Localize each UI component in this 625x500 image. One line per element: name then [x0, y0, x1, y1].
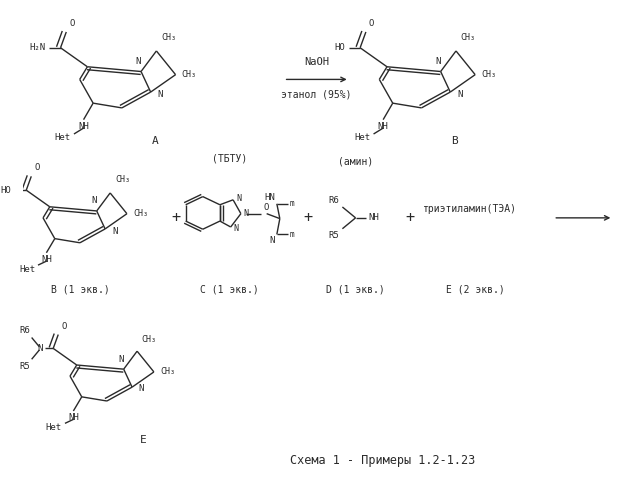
- Text: m: m: [290, 200, 294, 208]
- Text: A: A: [151, 136, 158, 146]
- Text: O: O: [369, 19, 374, 28]
- Text: +: +: [303, 210, 312, 226]
- Text: CH₃: CH₃: [481, 70, 496, 79]
- Text: C (1 экв.): C (1 экв.): [201, 284, 259, 294]
- Text: CH₃: CH₃: [160, 368, 175, 376]
- Text: CH₃: CH₃: [161, 33, 176, 42]
- Text: N: N: [158, 90, 163, 99]
- Text: N: N: [136, 56, 141, 66]
- Text: NH: NH: [41, 255, 52, 264]
- Text: NH: NH: [68, 414, 79, 422]
- Text: O: O: [264, 203, 269, 212]
- Text: B (1 экв.): B (1 экв.): [51, 284, 109, 294]
- Text: R5: R5: [329, 231, 339, 240]
- Text: N: N: [138, 384, 144, 393]
- Text: E: E: [139, 436, 146, 446]
- Text: N: N: [244, 209, 249, 218]
- Text: HO: HO: [1, 186, 11, 194]
- Text: N: N: [435, 56, 441, 66]
- Text: N: N: [458, 90, 463, 99]
- Text: NH: NH: [78, 122, 89, 131]
- Text: B: B: [451, 136, 458, 146]
- Text: m: m: [290, 230, 294, 239]
- Text: O: O: [34, 164, 39, 172]
- Text: N: N: [233, 224, 238, 233]
- Text: N: N: [37, 344, 43, 353]
- Text: E (2 экв.): E (2 экв.): [446, 284, 505, 294]
- Text: CH₃: CH₃: [141, 335, 156, 344]
- Text: O: O: [69, 19, 74, 28]
- Text: +: +: [171, 210, 181, 226]
- Text: D (1 экв.): D (1 экв.): [326, 284, 385, 294]
- Text: CH₃: CH₃: [461, 33, 476, 42]
- Text: CH₃: CH₃: [133, 209, 148, 218]
- Text: N: N: [112, 227, 118, 236]
- Text: O: O: [61, 322, 67, 330]
- Text: CH₃: CH₃: [182, 70, 197, 79]
- Text: Het: Het: [46, 423, 62, 432]
- Text: Het: Het: [354, 134, 371, 142]
- Text: HN: HN: [264, 194, 275, 202]
- Text: N: N: [269, 236, 275, 245]
- Text: (ТБТУ): (ТБТУ): [212, 154, 248, 164]
- Text: CH₃: CH₃: [115, 175, 130, 184]
- Text: NH: NH: [368, 214, 379, 222]
- Text: N: N: [118, 355, 123, 364]
- Text: Het: Het: [55, 134, 71, 142]
- Text: NH: NH: [378, 122, 389, 131]
- Text: этанол (95%): этанол (95%): [281, 90, 352, 100]
- Text: H₂N: H₂N: [29, 44, 46, 52]
- Text: N: N: [91, 196, 96, 205]
- Text: Het: Het: [19, 264, 35, 274]
- Text: +: +: [405, 210, 414, 226]
- Text: Схема 1 - Примеры 1.2-1.23: Схема 1 - Примеры 1.2-1.23: [290, 454, 475, 466]
- Text: триэтиламин(ТЭА): триэтиламин(ТЭА): [423, 204, 518, 214]
- Text: HO: HO: [334, 44, 345, 52]
- Text: R6: R6: [19, 326, 30, 335]
- Text: N: N: [236, 194, 241, 203]
- Text: NaOH: NaOH: [304, 57, 329, 67]
- Text: (амин): (амин): [338, 156, 373, 166]
- Text: R6: R6: [329, 196, 339, 204]
- Text: R5: R5: [19, 362, 30, 370]
